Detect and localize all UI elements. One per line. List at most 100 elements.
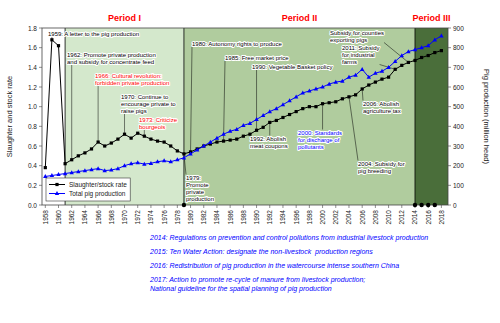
data-point [347, 75, 351, 79]
data-point [400, 53, 404, 57]
data-point [83, 168, 87, 172]
x-tick [150, 205, 151, 208]
legend-marker [55, 191, 59, 195]
data-point [340, 79, 344, 83]
y-tick [39, 67, 42, 68]
x-tick [243, 205, 244, 208]
data-point [116, 166, 120, 170]
annotation-connector [384, 43, 408, 63]
data-point [63, 171, 67, 175]
data-point [215, 140, 218, 143]
x-tick-label: 2012 [398, 210, 405, 225]
footnote: 2015: Ten Water Action: designate the no… [149, 248, 373, 256]
x-tick-label: 1990 [253, 210, 260, 225]
y2-axis-label: Pig production (million head) [482, 69, 491, 165]
annotation: Subsidy for countiesexporting pigs [330, 30, 384, 43]
annotation-line: 1959: A letter to the pig production [48, 31, 139, 37]
data-point [367, 75, 371, 79]
data-point [90, 147, 93, 150]
data-point [275, 119, 278, 122]
annotation-line: exporting pigs [330, 37, 367, 43]
footnote-dot [413, 203, 417, 207]
x-tick [45, 205, 46, 208]
y-tick [39, 185, 42, 186]
annotation-line: raise pigs [121, 108, 147, 114]
annotation-line: 2011: Subsidy [342, 45, 380, 51]
y2-tick-label: 600 [453, 84, 464, 91]
data-point [374, 80, 377, 83]
annotation: 1985: Free market price [225, 55, 289, 61]
y2-tick-label: 300 [453, 143, 464, 150]
data-point [295, 110, 298, 113]
x-tick-label: 1978 [174, 210, 181, 225]
data-point [110, 141, 113, 144]
data-point [77, 154, 80, 157]
annotation-line: 2006: Abolish [363, 101, 399, 107]
data-point [241, 123, 245, 127]
data-point [407, 61, 410, 64]
x-tick-label: 1968 [108, 210, 115, 225]
data-point [215, 136, 219, 140]
data-point [142, 162, 146, 166]
x-tick-label: 1976 [161, 210, 168, 225]
annotation-line: and subsidy for concentrate feed [67, 59, 154, 65]
data-point [373, 71, 377, 75]
x-tick [124, 205, 125, 208]
annotation-line: pollutants [298, 144, 324, 150]
data-point [314, 87, 318, 91]
x-tick [58, 205, 59, 208]
annotation: 1979:Promoteprivateproduction [186, 175, 214, 202]
data-point [419, 45, 423, 49]
data-point [360, 67, 364, 71]
data-point [361, 87, 364, 90]
annotation-connector [269, 122, 270, 135]
annotation-line: 1966: Cultural revolution: [95, 73, 162, 79]
x-tick-label: 1988 [240, 210, 247, 225]
data-point [70, 170, 74, 174]
annotation-line: agriculture tax [363, 108, 401, 114]
x-tick [362, 205, 363, 208]
data-point [208, 140, 212, 144]
data-point [202, 144, 206, 148]
data-point [156, 139, 159, 142]
data-point [386, 65, 390, 69]
data-point [169, 144, 172, 147]
footnote-dot [433, 203, 437, 207]
annotation-line: 2000: Standards [298, 130, 342, 136]
x-tick [441, 205, 442, 208]
annotation-connector [380, 65, 396, 70]
annotation-line: Promote [186, 182, 209, 188]
series-line [45, 40, 441, 168]
y2-tick-label: 800 [453, 44, 464, 51]
annotation-line: 1970: Continue to [121, 94, 169, 100]
data-point [413, 47, 417, 51]
data-point [328, 101, 331, 104]
data-point [274, 106, 278, 110]
data-point [43, 174, 47, 178]
legend-box [46, 178, 130, 201]
y2-tick [448, 67, 451, 68]
data-point [103, 168, 107, 172]
period-label: Period I [108, 13, 141, 23]
footnote-line: 2014: Regulations on prevention and cont… [149, 234, 428, 242]
x-tick-label: 2014 [411, 210, 418, 225]
data-point [44, 166, 47, 169]
x-tick-label: 2006 [359, 210, 366, 225]
annotation: 1966: Cultural revolution:forbidden priv… [95, 73, 169, 86]
y-tick-label: 1.6 [28, 44, 37, 51]
data-point [400, 64, 403, 67]
annotation-connector [224, 61, 225, 142]
footnote-line: 2016: Redistribution of pig production i… [149, 262, 399, 270]
x-tick [348, 205, 349, 208]
data-point [380, 69, 384, 73]
x-tick [216, 205, 217, 208]
y2-tick-label: 900 [453, 25, 464, 32]
y-axis-label: Slaughter and stock rate [5, 76, 14, 157]
data-point [393, 59, 397, 63]
data-point [235, 138, 238, 141]
footnote: 2014: Regulations on prevention and cont… [149, 234, 428, 242]
annotation: 1962: Promote private productionand subs… [67, 52, 156, 65]
x-tick-label: 1980 [187, 210, 194, 225]
data-point [301, 107, 304, 110]
y-tick-label: 0.8 [28, 123, 37, 130]
